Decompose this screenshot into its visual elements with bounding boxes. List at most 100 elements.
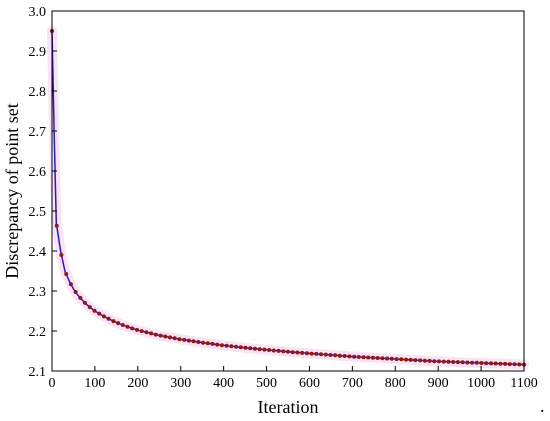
data-point — [267, 348, 272, 352]
data-point — [380, 356, 385, 361]
data-point — [503, 361, 508, 366]
data-point — [186, 338, 191, 343]
x-tick-label: 800 — [385, 376, 406, 391]
x-tick-label: 600 — [299, 376, 320, 391]
data-point — [158, 333, 163, 338]
data-point — [229, 344, 234, 349]
data-point — [205, 341, 210, 346]
data-point — [413, 358, 418, 363]
data-point — [479, 361, 484, 365]
data-point — [309, 351, 314, 356]
data-point — [87, 305, 92, 310]
data-point — [135, 327, 139, 332]
data-point — [333, 353, 338, 358]
data-point — [484, 361, 489, 366]
data-point — [342, 354, 347, 358]
x-tick-label: 700 — [342, 376, 363, 391]
x-axis-ticks: 0 100 200 300 400 500 600 700 800 900 1000 1100 — [49, 366, 538, 391]
x-axis-label: Iteration — [258, 397, 319, 417]
y-tick-label: 2.7 — [29, 125, 47, 140]
data-point — [149, 331, 154, 336]
data-point — [97, 311, 102, 316]
series-line — [51, 30, 525, 366]
data-point — [290, 350, 295, 355]
data-point — [168, 335, 172, 340]
data-point — [460, 360, 465, 365]
marker-layer — [50, 29, 526, 367]
data-point — [276, 348, 281, 353]
line-layer — [51, 30, 525, 366]
y-tick-label: 2.2 — [29, 325, 47, 340]
data-point — [314, 351, 319, 356]
series-band — [47, 26, 529, 370]
data-point — [394, 357, 399, 362]
data-point — [153, 332, 158, 337]
data-point — [361, 355, 366, 360]
data-point — [389, 356, 394, 361]
data-point — [385, 356, 390, 361]
y-tick-label: 2.9 — [29, 45, 47, 60]
data-point — [177, 337, 182, 342]
data-point — [356, 355, 361, 359]
data-point — [371, 355, 375, 360]
data-point — [408, 357, 413, 362]
y-tick-label: 2.3 — [29, 285, 47, 300]
data-point — [498, 361, 503, 366]
data-point — [470, 360, 475, 365]
data-point — [130, 326, 135, 331]
data-point — [116, 321, 121, 326]
data-point — [78, 295, 83, 300]
data-point — [507, 362, 512, 367]
data-point — [465, 360, 470, 365]
band-layer — [47, 26, 529, 370]
data-point — [172, 336, 177, 341]
data-point — [54, 223, 59, 228]
data-point — [404, 357, 408, 362]
y-axis-ticks: 2.1 2.2 2.3 2.4 2.5 2.6 2.7 2.8 2.9 3.0 — [29, 5, 57, 380]
data-point — [323, 352, 328, 357]
x-tick-label: 200 — [127, 376, 148, 391]
data-point — [253, 346, 257, 351]
data-point — [196, 340, 201, 344]
data-point — [512, 362, 517, 367]
x-tick-label: 1000 — [467, 376, 495, 391]
y-tick-label: 2.4 — [29, 245, 47, 260]
data-point — [201, 340, 205, 345]
data-point — [427, 358, 432, 363]
data-point — [139, 329, 144, 334]
data-point — [243, 345, 248, 350]
data-point — [120, 323, 125, 327]
data-point — [163, 334, 168, 339]
y-axis-label: Discrepancy of point set — [2, 103, 22, 278]
data-point — [248, 346, 253, 351]
data-point — [224, 343, 229, 348]
data-point — [399, 357, 404, 362]
data-point — [144, 330, 149, 335]
data-point — [68, 282, 73, 287]
data-point — [106, 316, 111, 321]
data-point — [281, 349, 286, 354]
x-tick-label: 1100 — [510, 376, 537, 391]
trailing-mark: . — [540, 396, 545, 416]
data-point — [337, 353, 342, 358]
data-point — [493, 361, 498, 366]
data-point — [191, 339, 196, 344]
data-point — [451, 360, 456, 364]
plot-frame — [51, 10, 525, 372]
x-tick-label: 300 — [170, 376, 191, 391]
x-tick-label: 400 — [213, 376, 234, 391]
data-point — [474, 360, 479, 365]
data-point — [446, 359, 451, 364]
data-point — [319, 352, 323, 357]
x-tick-label: 0 — [49, 376, 56, 391]
data-point — [271, 348, 276, 353]
data-point — [262, 347, 267, 352]
data-point — [347, 354, 352, 359]
data-point — [517, 362, 522, 367]
data-point — [328, 353, 333, 357]
data-point — [234, 344, 239, 349]
data-point — [257, 347, 262, 352]
y-tick-label: 2.5 — [29, 205, 47, 220]
data-point — [432, 359, 437, 364]
